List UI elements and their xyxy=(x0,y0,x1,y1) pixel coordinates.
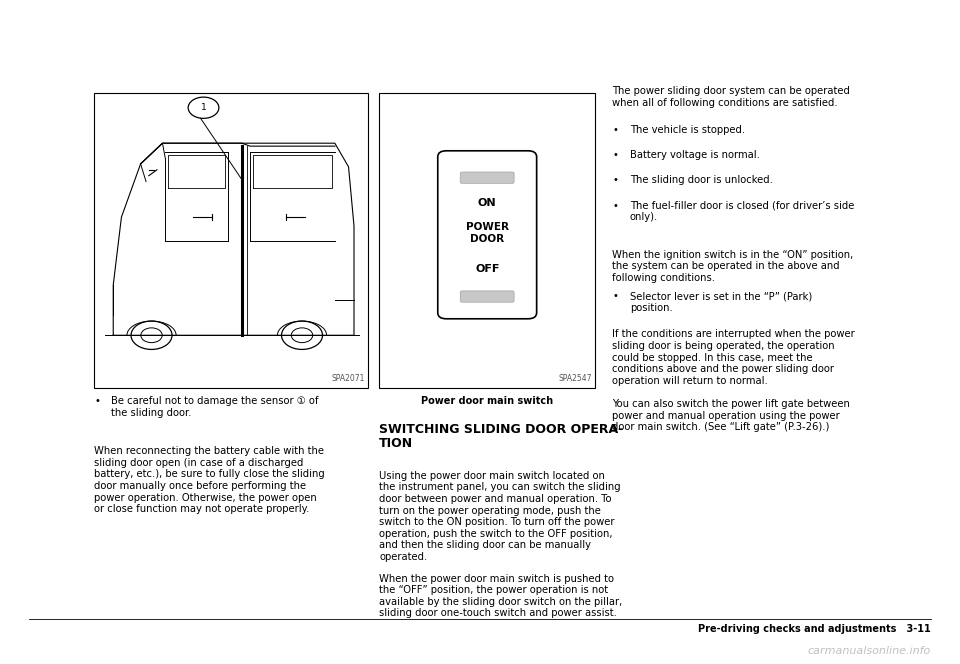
Bar xyxy=(379,93,595,388)
Text: •: • xyxy=(612,150,618,160)
Text: Be careful not to damage the sensor ① of
the sliding door.: Be careful not to damage the sensor ① of… xyxy=(111,396,319,418)
Text: •: • xyxy=(612,175,618,185)
FancyBboxPatch shape xyxy=(461,172,515,183)
Text: SPA2071: SPA2071 xyxy=(331,374,365,383)
Text: When the power door main switch is pushed to
the “OFF” position, the power opera: When the power door main switch is pushe… xyxy=(379,574,622,618)
Text: Battery voltage is normal.: Battery voltage is normal. xyxy=(630,150,759,160)
Bar xyxy=(94,93,368,388)
Text: When reconnecting the battery cable with the
sliding door open (in case of a dis: When reconnecting the battery cable with… xyxy=(94,446,324,514)
Text: The sliding door is unlocked.: The sliding door is unlocked. xyxy=(630,175,773,185)
Text: POWER
DOOR: POWER DOOR xyxy=(466,222,509,244)
Text: If the conditions are interrupted when the power
sliding door is being operated,: If the conditions are interrupted when t… xyxy=(612,329,855,386)
Text: OFF: OFF xyxy=(475,264,499,274)
Text: •: • xyxy=(612,201,618,210)
Text: Power door main switch: Power door main switch xyxy=(421,396,553,406)
Text: When the ignition switch is in the “ON” position,
the system can be operated in : When the ignition switch is in the “ON” … xyxy=(612,250,853,283)
Text: You can also switch the power lift gate between
power and manual operation using: You can also switch the power lift gate … xyxy=(612,399,851,432)
Text: ON: ON xyxy=(478,198,496,208)
Text: SWITCHING SLIDING DOOR OPERA-
TION: SWITCHING SLIDING DOOR OPERA- TION xyxy=(379,423,623,450)
Text: 1: 1 xyxy=(201,103,206,112)
FancyBboxPatch shape xyxy=(438,151,537,319)
Text: •: • xyxy=(612,291,618,301)
Text: Using the power door main switch located on
the instrument panel, you can switch: Using the power door main switch located… xyxy=(379,471,621,562)
Text: •: • xyxy=(94,396,100,406)
Text: The vehicle is stopped.: The vehicle is stopped. xyxy=(630,125,745,135)
Text: carmanualsonline.info: carmanualsonline.info xyxy=(808,646,931,656)
Text: Selector lever is set in the “P” (Park)
position.: Selector lever is set in the “P” (Park) … xyxy=(630,291,812,313)
Text: The power sliding door system can be operated
when all of following conditions a: The power sliding door system can be ope… xyxy=(612,86,851,108)
Text: Pre-driving checks and adjustments   3-11: Pre-driving checks and adjustments 3-11 xyxy=(699,624,931,634)
FancyBboxPatch shape xyxy=(461,291,515,302)
Text: •: • xyxy=(612,125,618,135)
Text: The fuel-filler door is closed (for driver’s side
only).: The fuel-filler door is closed (for driv… xyxy=(630,201,854,222)
Text: SPA2547: SPA2547 xyxy=(559,374,592,383)
